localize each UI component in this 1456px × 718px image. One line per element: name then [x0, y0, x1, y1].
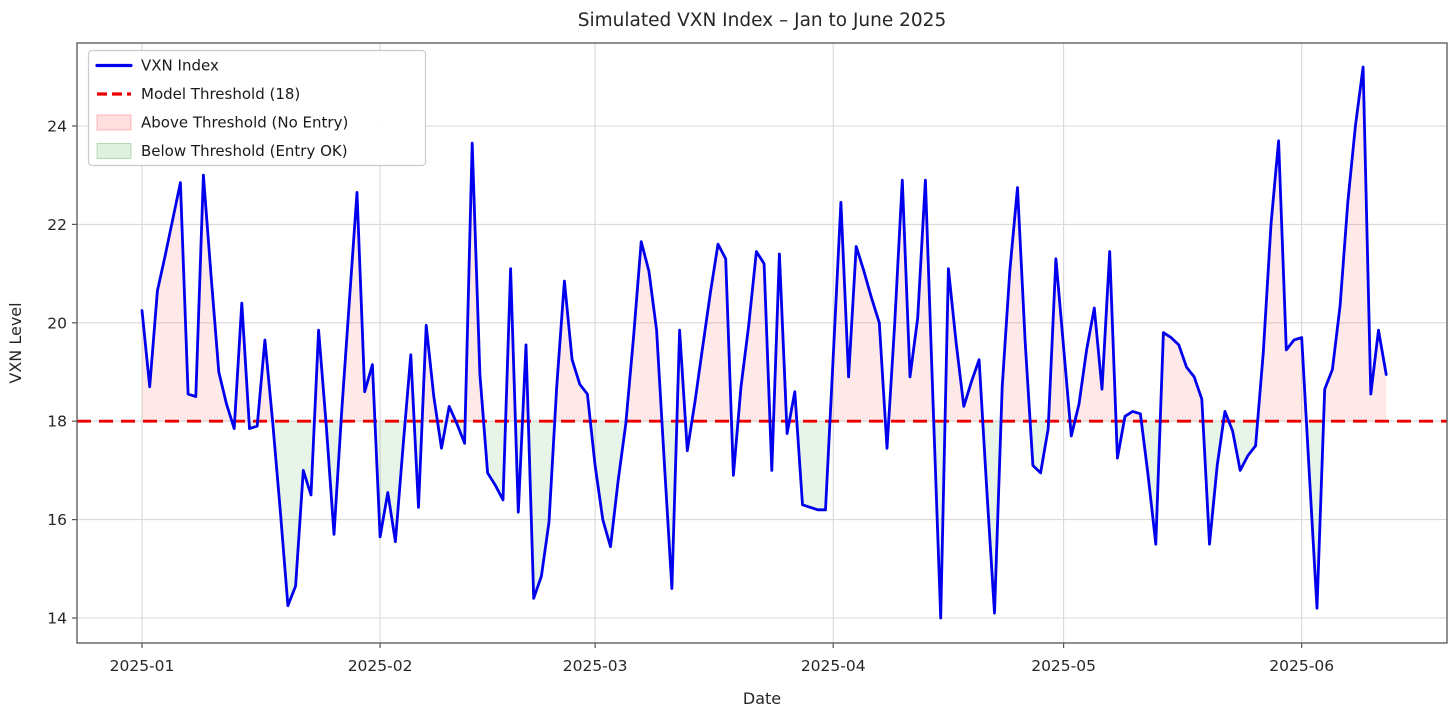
- y-axis-label: VXN Level: [6, 302, 25, 383]
- plot-frame: [76, 42, 1448, 644]
- y-tick-label: 14: [47, 610, 67, 628]
- vxn-line: [140, 65, 1388, 620]
- x-axis-label: Date: [743, 689, 781, 708]
- series-lines: [77, 65, 1447, 620]
- x-tick-label: 2025-01: [110, 657, 175, 675]
- legend-entry: Model Threshold (18): [97, 85, 300, 103]
- legend-label: Model Threshold (18): [141, 85, 300, 103]
- x-tick-label: 2025-04: [801, 657, 866, 675]
- legend-entry: VXN Index: [95, 57, 219, 75]
- legend-patch-swatch: [96, 143, 132, 159]
- y-tick-label: 24: [47, 118, 67, 136]
- x-tick-label: 2025-06: [1269, 657, 1334, 675]
- x-tick-label: 2025-05: [1031, 657, 1096, 675]
- legend-entry: Below Threshold (Entry OK): [96, 142, 348, 160]
- legend-label: Below Threshold (Entry OK): [141, 142, 348, 160]
- y-tick-label: 16: [47, 511, 67, 529]
- y-tick-label: 20: [47, 314, 67, 332]
- legend-patch-swatch: [96, 114, 132, 131]
- legend-label: VXN Index: [141, 57, 219, 75]
- y-tick-label: 22: [47, 216, 67, 234]
- y-tick-label: 18: [47, 413, 67, 431]
- x-tick-label: 2025-03: [563, 657, 628, 675]
- axes: 14 16 18 20 22 24 2025-01 2025-02 2025-03 2025-04…: [47, 42, 1448, 675]
- chart-title: Simulated VXN Index – Jan to June 2025: [578, 10, 946, 31]
- x-tick-label: 2025-02: [348, 657, 413, 675]
- legend: VXN Index Model Threshold (18) Above Thres…: [87, 49, 427, 167]
- legend-label: Above Threshold (No Entry): [141, 114, 348, 132]
- legend-entry: Above Threshold (No Entry): [96, 114, 348, 132]
- legend-box: [87, 49, 427, 167]
